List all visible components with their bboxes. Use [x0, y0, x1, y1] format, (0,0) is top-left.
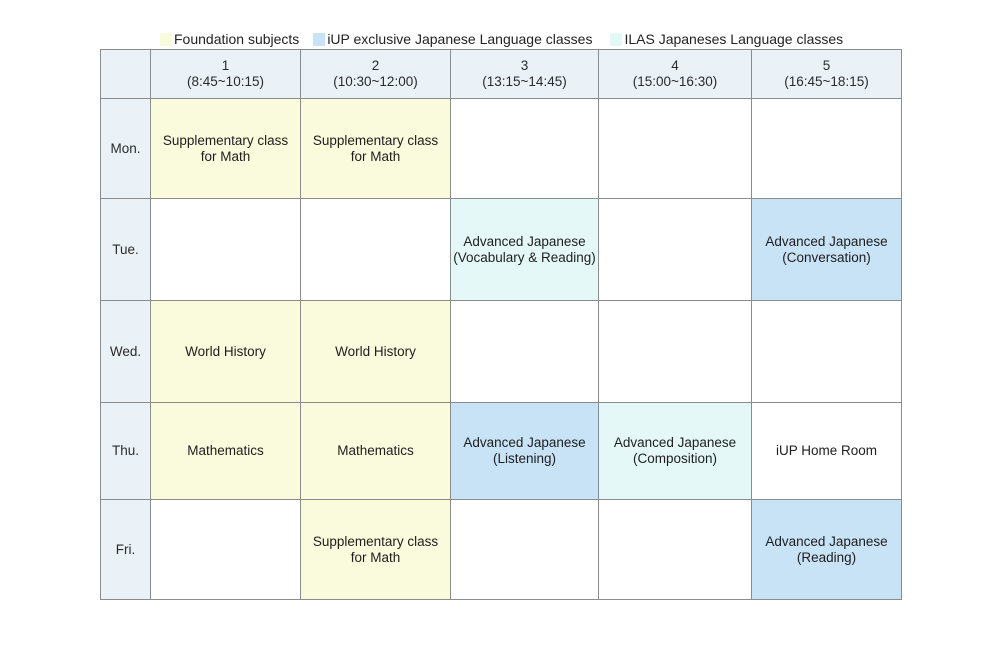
legend-label-ilas: ILAS Japaneses Language classes — [624, 31, 844, 47]
period-number: 4 — [671, 58, 679, 73]
empty-cell — [598, 499, 752, 600]
class-subtitle: (Listening) — [492, 451, 557, 466]
class-cell: Advanced Japanese (Listening) — [450, 402, 599, 500]
period-time: (13:15~14:45) — [482, 74, 567, 89]
legend-swatch-iup — [313, 32, 326, 46]
empty-cell — [150, 198, 301, 301]
class-title: Supplementary class — [312, 533, 439, 549]
empty-cell — [751, 300, 902, 403]
class-title: Supplementary class — [162, 132, 289, 148]
class-title: Advanced Japanese — [463, 435, 586, 450]
legend-swatch-ilas — [610, 32, 623, 46]
period-header-3: 3 (13:15~14:45) — [450, 49, 599, 99]
timetable: 1 (8:45~10:15) 2 (10:30~12:00) 3 (13:15~… — [100, 49, 902, 600]
header-row: 1 (8:45~10:15) 2 (10:30~12:00) 3 (13:15~… — [100, 49, 902, 99]
row-tuesday: Tue. Advanced Japanese (Vocabulary & Rea… — [100, 198, 902, 301]
corner-cell — [100, 49, 151, 99]
class-cell: Mathematics — [150, 402, 301, 500]
period-time: (8:45~10:15) — [187, 74, 264, 89]
day-label-thursday: Thu. — [100, 402, 151, 500]
period-header-1: 1 (8:45~10:15) — [150, 49, 301, 99]
class-subtitle: for Math — [200, 148, 251, 164]
class-title: Mathematics — [337, 443, 414, 458]
row-friday: Fri. Supplementary class for Math Advanc… — [100, 499, 902, 600]
class-cell: Supplementary class for Math — [300, 499, 451, 600]
period-time: (16:45~18:15) — [784, 74, 869, 89]
empty-cell — [598, 300, 752, 403]
class-cell: Advanced Japanese (Conversation) — [751, 198, 902, 301]
class-subtitle: (Vocabulary & Reading) — [453, 249, 596, 265]
day-label-wednesday: Wed. — [100, 300, 151, 403]
class-subtitle: (Conversation) — [782, 249, 871, 265]
legend-swatch-foundation — [160, 32, 172, 46]
empty-cell — [598, 198, 752, 301]
empty-cell — [751, 98, 902, 199]
legend: Foundation subjects iUP exclusive Japane… — [160, 29, 857, 49]
period-number: 3 — [520, 58, 529, 73]
period-number: 2 — [371, 58, 380, 73]
period-header-4: 4 (15:00~16:30) — [598, 49, 752, 99]
class-title: World History — [185, 343, 266, 359]
day-label-monday: Mon. — [100, 98, 151, 199]
class-cell: Supplementary class for Math — [300, 98, 451, 199]
period-header-2: 2 (10:30~12:00) — [300, 49, 451, 99]
empty-cell — [300, 198, 451, 301]
class-title: Advanced Japanese — [765, 233, 888, 249]
period-number: 1 — [221, 58, 230, 73]
class-cell: iUP Home Room — [751, 402, 902, 500]
day-label-friday: Fri. — [100, 499, 151, 600]
legend-label-iup: iUP exclusive Japanese Language classes — [327, 31, 593, 47]
class-cell: World History — [150, 300, 301, 403]
class-cell: Advanced Japanese (Reading) — [751, 499, 902, 600]
class-cell: Advanced Japanese (Composition) — [598, 402, 752, 500]
legend-item-ilas: ILAS Japaneses Language classes — [610, 31, 843, 47]
class-title: iUP Home Room — [775, 443, 878, 458]
day-label-tuesday: Tue. — [100, 198, 151, 301]
empty-cell — [450, 300, 599, 403]
class-title: Mathematics — [187, 443, 264, 458]
row-monday: Mon. Supplementary class for Math Supple… — [100, 98, 902, 199]
legend-item-foundation: Foundation subjects — [160, 31, 299, 47]
empty-cell — [450, 98, 599, 199]
class-cell: World History — [300, 300, 451, 403]
class-subtitle: for Math — [350, 549, 401, 565]
class-subtitle: (Reading) — [796, 549, 857, 565]
class-cell: Supplementary class for Math — [150, 98, 301, 199]
empty-cell — [450, 499, 599, 600]
class-title: Advanced Japanese — [765, 533, 888, 549]
class-title: Advanced Japanese — [463, 233, 586, 249]
class-title: World History — [335, 343, 416, 359]
period-time: (10:30~12:00) — [333, 74, 418, 89]
row-thursday: Thu. Mathematics Mathematics Advanced Ja… — [100, 402, 902, 500]
row-wednesday: Wed. World History World History — [100, 300, 902, 403]
class-cell: Advanced Japanese (Vocabulary & Reading) — [450, 198, 599, 301]
period-time: (15:00~16:30) — [632, 74, 718, 89]
empty-cell — [150, 499, 301, 600]
legend-label-foundation: Foundation subjects — [174, 31, 300, 47]
class-subtitle: for Math — [350, 148, 401, 164]
class-cell: Mathematics — [300, 402, 451, 500]
period-header-5: 5 (16:45~18:15) — [751, 49, 902, 99]
class-title: Advanced Japanese — [613, 435, 737, 450]
class-title: Supplementary class — [312, 132, 439, 148]
empty-cell — [598, 98, 752, 199]
period-number: 5 — [822, 58, 831, 73]
legend-item-iup: iUP exclusive Japanese Language classes — [313, 31, 592, 47]
class-subtitle: (Composition) — [632, 451, 718, 466]
